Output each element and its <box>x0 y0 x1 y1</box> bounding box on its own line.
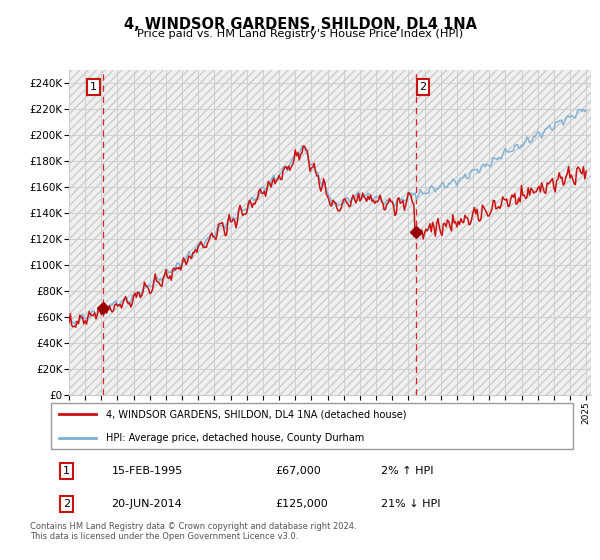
Text: 4, WINDSOR GARDENS, SHILDON, DL4 1NA: 4, WINDSOR GARDENS, SHILDON, DL4 1NA <box>124 17 476 32</box>
Text: HPI: Average price, detached house, County Durham: HPI: Average price, detached house, Coun… <box>106 433 364 443</box>
Text: 15-FEB-1995: 15-FEB-1995 <box>112 466 182 476</box>
Text: 1: 1 <box>63 466 70 476</box>
Text: Price paid vs. HM Land Registry's House Price Index (HPI): Price paid vs. HM Land Registry's House … <box>137 29 463 39</box>
Text: 2: 2 <box>419 82 427 92</box>
Text: 1: 1 <box>90 82 97 92</box>
Text: 21% ↓ HPI: 21% ↓ HPI <box>380 499 440 509</box>
Text: £125,000: £125,000 <box>275 499 328 509</box>
Text: £67,000: £67,000 <box>275 466 321 476</box>
Text: 2: 2 <box>63 499 70 509</box>
Text: 4, WINDSOR GARDENS, SHILDON, DL4 1NA (detached house): 4, WINDSOR GARDENS, SHILDON, DL4 1NA (de… <box>106 409 407 419</box>
Text: 20-JUN-2014: 20-JUN-2014 <box>112 499 182 509</box>
FancyBboxPatch shape <box>50 404 574 449</box>
Text: Contains HM Land Registry data © Crown copyright and database right 2024.
This d: Contains HM Land Registry data © Crown c… <box>30 522 356 542</box>
Text: 2% ↑ HPI: 2% ↑ HPI <box>380 466 433 476</box>
